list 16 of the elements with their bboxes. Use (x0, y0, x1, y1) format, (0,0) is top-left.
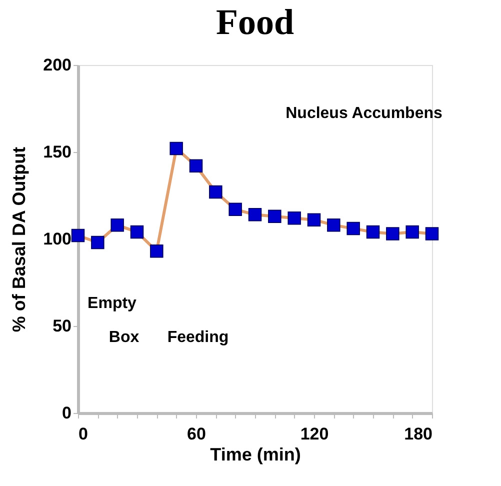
y-tick-label: 0 (62, 404, 72, 422)
annotation: Nucleus Accumbens (286, 105, 442, 122)
x-tick-label: 60 (187, 424, 206, 444)
x-tick-label: 180 (404, 424, 432, 444)
chart-title: Food (216, 2, 294, 42)
x-tick-label: 120 (300, 424, 329, 444)
annotation: Feeding (167, 329, 229, 346)
x-axis-title: Time (min) (210, 444, 301, 464)
annotation: Box (108, 329, 140, 346)
y-tick-label: 50 (52, 316, 72, 336)
y-tick-label: 150 (43, 142, 72, 162)
x-tick-label: 0 (78, 424, 88, 444)
y-tick-label: 200 (43, 56, 72, 74)
y-axis-title: % of Basal DA Output (9, 146, 30, 332)
annotation: Empty (88, 295, 137, 312)
y-tick-label: 100 (43, 230, 72, 248)
